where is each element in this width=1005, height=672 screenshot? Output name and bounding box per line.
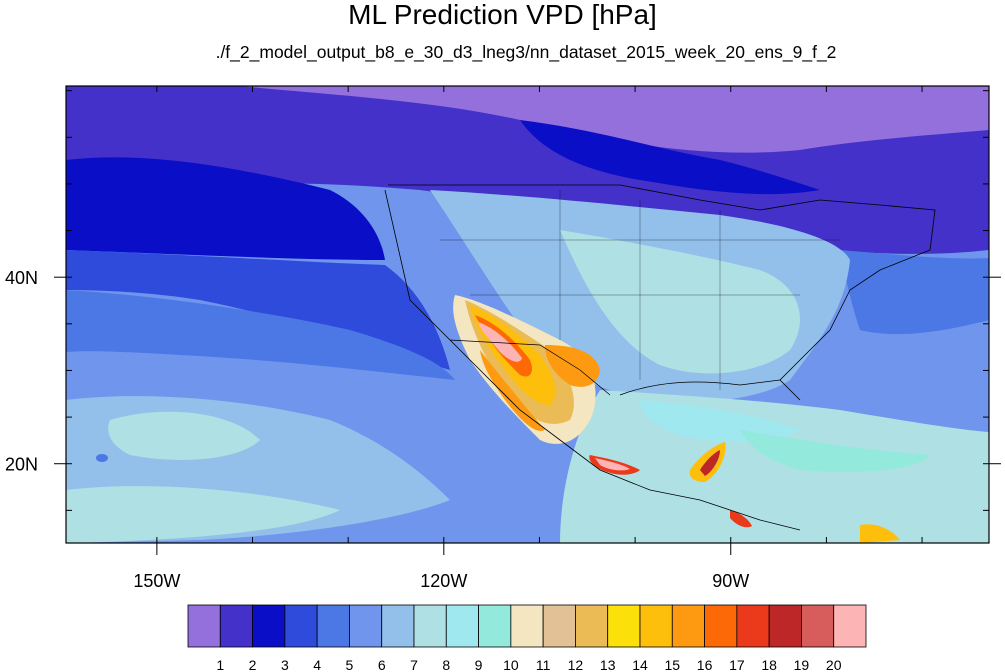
- vpd-hawaii: [96, 454, 108, 462]
- vpd-band-5-east: [840, 250, 989, 335]
- colorbar-label: 12: [568, 657, 584, 672]
- colorbar-label: 11: [536, 657, 551, 672]
- vpd-band-1: [240, 86, 989, 153]
- vpd-band-19-carib: [700, 450, 720, 476]
- map-frame: [65, 85, 990, 544]
- colorbar-label: 18: [761, 657, 777, 672]
- colorbar-swatch: [187, 604, 221, 648]
- colorbar-swatch: [542, 604, 576, 648]
- colorbar-label: 20: [826, 657, 842, 672]
- colorbar-swatch: [349, 604, 383, 648]
- vpd-band-16-tx: [545, 345, 600, 387]
- colorbar-swatch: [768, 604, 802, 648]
- vpd-band-9-gulf: [640, 400, 800, 442]
- colorbar-swatch: [736, 604, 770, 648]
- colorbar-swatch: [316, 604, 350, 648]
- colorbar-swatch: [833, 604, 867, 648]
- colorbar-swatch: [575, 604, 609, 648]
- colorbar-label: 4: [313, 657, 321, 672]
- coastline-east: [388, 184, 936, 401]
- colorbar-swatch: [381, 604, 415, 648]
- us-mexico-border: [449, 339, 611, 396]
- colorbar-swatch: [607, 604, 641, 648]
- colorbar-label: 13: [600, 657, 616, 672]
- colorbar-label: 17: [729, 657, 745, 672]
- colorbar-swatch: [445, 604, 479, 648]
- colorbar-swatch: [801, 604, 835, 648]
- vpd-band-4: [66, 250, 450, 370]
- map-title: ML Prediction VPD [hPa]: [348, 0, 657, 30]
- colorbar-label: 19: [794, 657, 810, 672]
- lon-tick-label: 90W: [712, 571, 749, 591]
- vpd-band-16-baja: [480, 350, 545, 431]
- lon-tick-label: 150W: [133, 571, 180, 591]
- map-subtitle: ./f_2_model_output_b8_e_30_d3_lneg3/nn_d…: [215, 42, 837, 62]
- vpd-band-15-sa: [860, 524, 900, 543]
- colorbar-swatch: [639, 604, 673, 648]
- colorbar-label: 2: [249, 657, 257, 672]
- colorbar-label: 8: [442, 657, 450, 672]
- vpd-band-3-north: [520, 120, 820, 195]
- axis-ticks: 150W 120W 90W 40N 20N: [5, 86, 1001, 591]
- colorbar-swatch: [704, 604, 738, 648]
- lat-tick-label: 40N: [5, 268, 38, 288]
- vpd-band-8-us: [560, 230, 800, 374]
- colorbar-label: 9: [475, 657, 483, 672]
- colorbar-label: 1: [216, 657, 224, 672]
- colorbar-label: 16: [697, 657, 713, 672]
- colorbar-label: 14: [632, 657, 648, 672]
- colorbar-swatch: [478, 604, 512, 648]
- state-borders: [440, 190, 840, 390]
- colorbar-label: 7: [410, 657, 418, 672]
- lon-tick-label: 120W: [420, 571, 467, 591]
- colorbar-swatch: [510, 604, 544, 648]
- colorbar-swatch: [413, 604, 447, 648]
- colorbar-swatch: [219, 604, 253, 648]
- lat-tick-label: 20N: [5, 455, 38, 475]
- vpd-field: [66, 86, 989, 543]
- vpd-band-3-west: [66, 157, 385, 260]
- colorbar-label: 5: [346, 657, 354, 672]
- vpd-band-8-south: [66, 486, 340, 543]
- vpd-band-10-carib: [740, 430, 930, 472]
- gulf-coast: [619, 379, 781, 396]
- colorbar-label: 6: [378, 657, 386, 672]
- coastline-west: [384, 189, 801, 531]
- colorbar-label: 10: [503, 657, 519, 672]
- vpd-band-20-sw: [478, 322, 522, 362]
- colorbar-swatch: [284, 604, 318, 648]
- vpd-band-20-mx: [595, 458, 630, 471]
- colorbar-swatch: [252, 604, 286, 648]
- vpd-band-5: [66, 290, 455, 380]
- colorbar: 1 2 3 4 5 6 7 8 9 10 11 12 13 14 15 16 17 18 19 20: [187, 604, 867, 672]
- colorbar-swatch: [671, 604, 705, 648]
- vpd-band-8-pacific: [108, 411, 261, 460]
- colorbar-label: 3: [281, 657, 289, 672]
- colorbar-label: 15: [664, 657, 680, 672]
- vpd-band-18-carib: [730, 510, 752, 528]
